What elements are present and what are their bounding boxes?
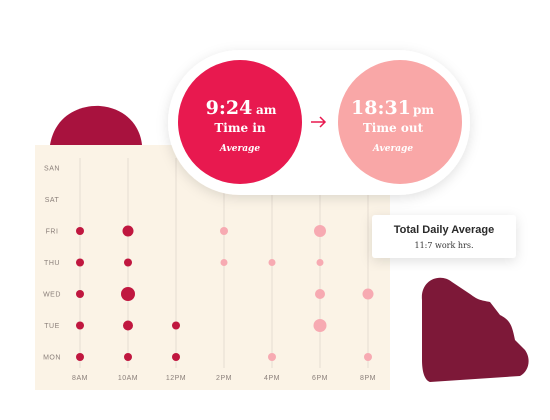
y-tick-label: MON — [43, 355, 61, 362]
y-tick-label: SAN — [44, 166, 60, 173]
dot — [362, 288, 374, 300]
time-out-suffix: pm — [413, 103, 434, 117]
dot — [76, 353, 84, 361]
time-in-value: 9:24 — [206, 97, 253, 119]
x-tick-label: 8AM — [72, 375, 88, 382]
dot — [314, 225, 326, 237]
time-in-label: Time in — [214, 121, 266, 135]
x-tick-label: 2PM — [216, 375, 232, 382]
time-out-circle — [338, 60, 462, 184]
dot — [121, 287, 135, 301]
x-tick-label: 10AM — [118, 375, 138, 382]
y-tick-label: TUE — [44, 323, 60, 330]
dot — [76, 290, 84, 298]
time-in-note: Average — [219, 144, 260, 154]
arrow — [311, 116, 327, 128]
dot — [172, 321, 180, 330]
x-tick-label: 8PM — [360, 375, 376, 382]
dot — [313, 319, 327, 332]
dot — [220, 259, 228, 266]
x-tick-label: 12PM — [166, 375, 186, 382]
dot — [220, 227, 228, 235]
time-out-note: Average — [372, 144, 413, 154]
dot — [76, 258, 84, 267]
time-out-value: 18:31 — [351, 97, 411, 119]
y-tick-label: FRI — [46, 229, 59, 236]
time-in-suffix: am — [256, 103, 277, 117]
dot — [76, 227, 84, 235]
dot — [124, 353, 132, 361]
y-tick-label: THU — [44, 260, 60, 267]
dot — [124, 258, 132, 267]
x-tick-label: 6PM — [312, 375, 328, 382]
dot — [172, 353, 180, 361]
decor-blob — [50, 105, 142, 145]
dot — [316, 259, 324, 266]
dot — [76, 321, 84, 330]
decor-blob — [421, 277, 529, 382]
daily-card — [372, 215, 516, 258]
y-tick-label: SAT — [45, 197, 60, 204]
daily-title: Total Daily Average — [394, 224, 494, 236]
dot — [268, 353, 276, 361]
dot — [364, 353, 372, 361]
time-out-label: Time out — [363, 121, 424, 135]
dot — [123, 320, 133, 331]
daily-value: 11:7 work hrs. — [414, 241, 473, 250]
x-tick-label: 4PM — [264, 375, 280, 382]
y-tick-label: WED — [43, 292, 61, 299]
dot — [268, 259, 276, 266]
time-in-circle — [178, 60, 302, 184]
dot — [122, 225, 134, 237]
dot — [315, 289, 325, 299]
